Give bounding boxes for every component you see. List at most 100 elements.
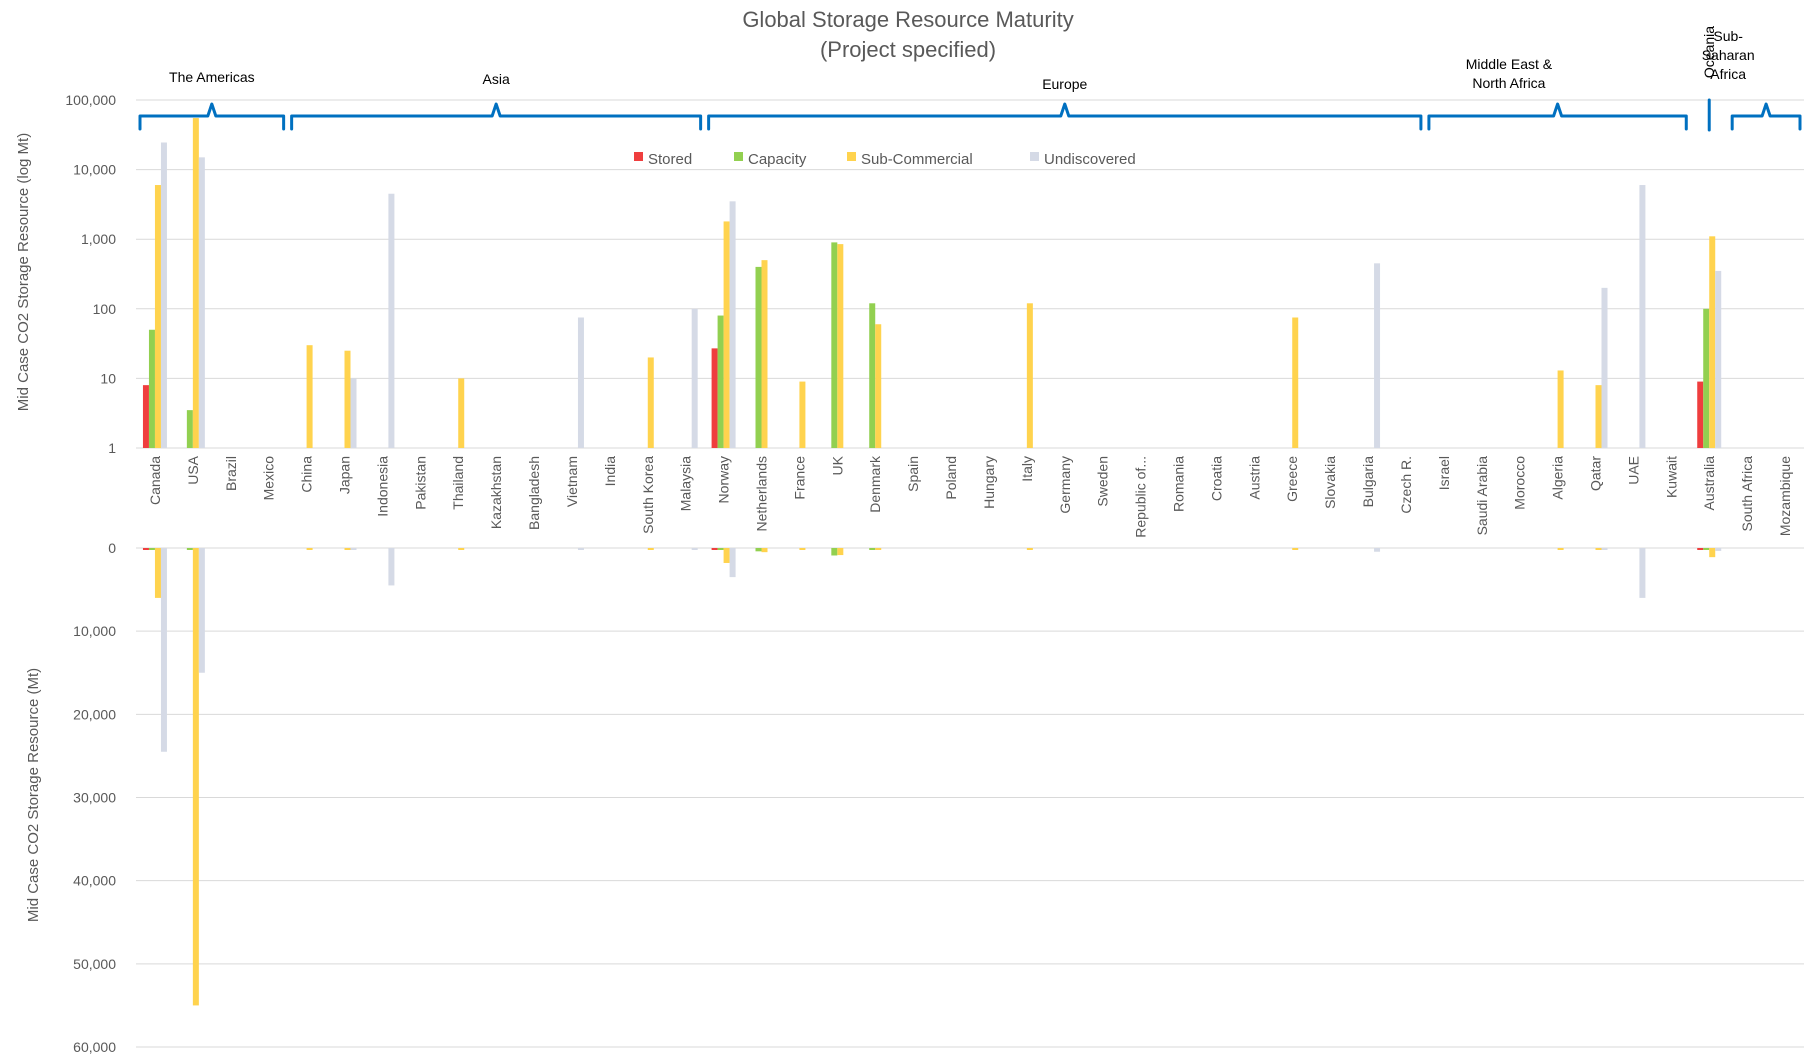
category-label: India xyxy=(602,456,618,487)
bottom-y-tick-label: 20,000 xyxy=(73,706,116,722)
category-label: Spain xyxy=(905,456,921,492)
bar-bottom-sub-commercial-4 xyxy=(306,548,313,550)
bar-bottom-sub-commercial-13 xyxy=(647,548,654,550)
region-brace xyxy=(707,102,1423,131)
region-braces: The Americas Asia Europe Middle East & North… xyxy=(138,26,1802,132)
bar-bottom-sub-commercial-1 xyxy=(192,548,199,1006)
chart-subtitle: (Project specified) xyxy=(820,37,996,62)
category-label: Netherlands xyxy=(754,456,770,532)
bar-top-capacity-16 xyxy=(755,266,762,448)
category-label: UAE xyxy=(1625,456,1641,485)
bottom-y-tick-label: 60,000 xyxy=(73,1039,116,1054)
category-label: Malaysia xyxy=(678,456,694,511)
category-label: Denmark xyxy=(867,455,883,513)
category-label: Mozambique xyxy=(1777,456,1793,536)
bar-top-capacity-1 xyxy=(186,410,193,448)
bar-top-sub-commercial-0 xyxy=(154,185,161,448)
bar-top-capacity-19 xyxy=(869,303,876,448)
bar-top-sub-commercial-5 xyxy=(344,350,351,448)
bar-top-sub-commercial-23 xyxy=(1026,303,1033,448)
bar-top-sub-commercial-41 xyxy=(1709,236,1716,448)
bar-top-undiscovered-14 xyxy=(691,308,698,448)
bar-top-sub-commercial-8 xyxy=(458,378,465,448)
region-label: The Americas xyxy=(169,69,255,85)
bar-top-sub-commercial-37 xyxy=(1557,370,1564,448)
bar-bottom-undiscovered-39 xyxy=(1639,548,1646,598)
category-label: USA xyxy=(185,455,201,484)
bar-bottom-capacity-19 xyxy=(869,548,876,550)
region-label: Africa xyxy=(1710,66,1746,82)
bar-bottom-undiscovered-6 xyxy=(388,548,395,586)
bar-bottom-undiscovered-1 xyxy=(198,548,205,673)
category-label: Kuwait xyxy=(1663,456,1679,498)
bottom-y-tick-label: 10,000 xyxy=(73,623,116,639)
bar-bottom-stored-41 xyxy=(1697,548,1704,550)
legend-swatch-undiscovered xyxy=(1030,152,1039,161)
bar-top-stored-0 xyxy=(142,385,149,448)
bar-bottom-stored-15 xyxy=(711,548,718,550)
bar-top-sub-commercial-19 xyxy=(875,324,882,448)
bar-bottom-capacity-16 xyxy=(755,548,762,552)
category-label: Poland xyxy=(943,456,959,500)
bar-bottom-sub-commercial-23 xyxy=(1026,548,1033,550)
top-y-tick-label: 100,000 xyxy=(65,92,116,108)
bar-bottom-capacity-15 xyxy=(717,548,724,550)
bottom-y-tick-label: 0 xyxy=(108,540,116,556)
bar-top-stored-15 xyxy=(711,348,718,448)
bar-bottom-stored-0 xyxy=(142,548,149,550)
legend-swatch-stored xyxy=(634,152,643,161)
bar-bottom-undiscovered-32 xyxy=(1374,548,1381,552)
gridlines xyxy=(136,99,1804,1048)
bar-top-undiscovered-39 xyxy=(1639,185,1646,448)
category-label: Hungary xyxy=(981,456,997,509)
bar-bottom-undiscovered-41 xyxy=(1715,548,1722,551)
bar-bottom-capacity-1 xyxy=(186,548,193,550)
category-label: Thailand xyxy=(450,456,466,510)
bar-bottom-undiscovered-14 xyxy=(691,548,698,550)
bar-top-undiscovered-5 xyxy=(350,378,357,448)
bars xyxy=(142,118,1722,1006)
bar-top-capacity-0 xyxy=(148,329,155,448)
bar-bottom-sub-commercial-15 xyxy=(723,548,730,563)
bar-top-sub-commercial-38 xyxy=(1595,385,1602,448)
category-label: Vietnam xyxy=(564,456,580,507)
bar-top-sub-commercial-18 xyxy=(837,244,844,448)
legend-label: Stored xyxy=(648,151,692,168)
top-y-tick-label: 100 xyxy=(93,301,117,317)
bar-bottom-sub-commercial-16 xyxy=(761,548,768,553)
chart-title: Global Storage Resource Maturity xyxy=(742,7,1073,32)
legend-swatch-sub-commercial xyxy=(847,152,856,161)
category-label: South Korea xyxy=(640,456,656,534)
bar-top-undiscovered-11 xyxy=(577,317,584,448)
category-label: Israel xyxy=(1436,456,1452,490)
bar-bottom-undiscovered-5 xyxy=(350,548,357,550)
category-label: Norway xyxy=(716,456,732,503)
category-label: China xyxy=(299,456,315,493)
category-label: Italy xyxy=(1019,456,1035,482)
category-label: Morocco xyxy=(1512,456,1528,510)
legend-label: Capacity xyxy=(748,151,807,168)
category-label: Bulgaria xyxy=(1360,456,1376,508)
top-y-tick-label: 10 xyxy=(100,370,116,386)
bar-bottom-sub-commercial-41 xyxy=(1709,548,1716,558)
bar-bottom-sub-commercial-18 xyxy=(837,548,844,556)
region-label: Oceania xyxy=(1701,26,1717,78)
bar-top-sub-commercial-1 xyxy=(192,118,199,449)
legend-label: Undiscovered xyxy=(1044,151,1136,168)
category-label: Pakistan xyxy=(412,456,428,510)
category-label: Republic of... xyxy=(1133,456,1149,538)
bar-bottom-sub-commercial-37 xyxy=(1557,548,1564,550)
bar-bottom-undiscovered-11 xyxy=(577,548,584,550)
bar-top-undiscovered-15 xyxy=(729,201,736,448)
bar-top-undiscovered-32 xyxy=(1374,263,1381,448)
bottom-y-axis-title: Mid Case CO2 Storage Resource (Mt) xyxy=(25,668,42,922)
bar-top-undiscovered-41 xyxy=(1715,270,1722,448)
bar-top-capacity-18 xyxy=(831,242,838,448)
region-label: Europe xyxy=(1042,76,1087,92)
bar-top-undiscovered-0 xyxy=(160,142,167,448)
category-label: Czech R. xyxy=(1398,456,1414,514)
bar-bottom-sub-commercial-0 xyxy=(154,548,161,598)
legend-label: Sub-Commercial xyxy=(861,151,973,168)
top-y-tick-label: 10,000 xyxy=(73,162,116,178)
category-label: South Africa xyxy=(1739,456,1755,532)
